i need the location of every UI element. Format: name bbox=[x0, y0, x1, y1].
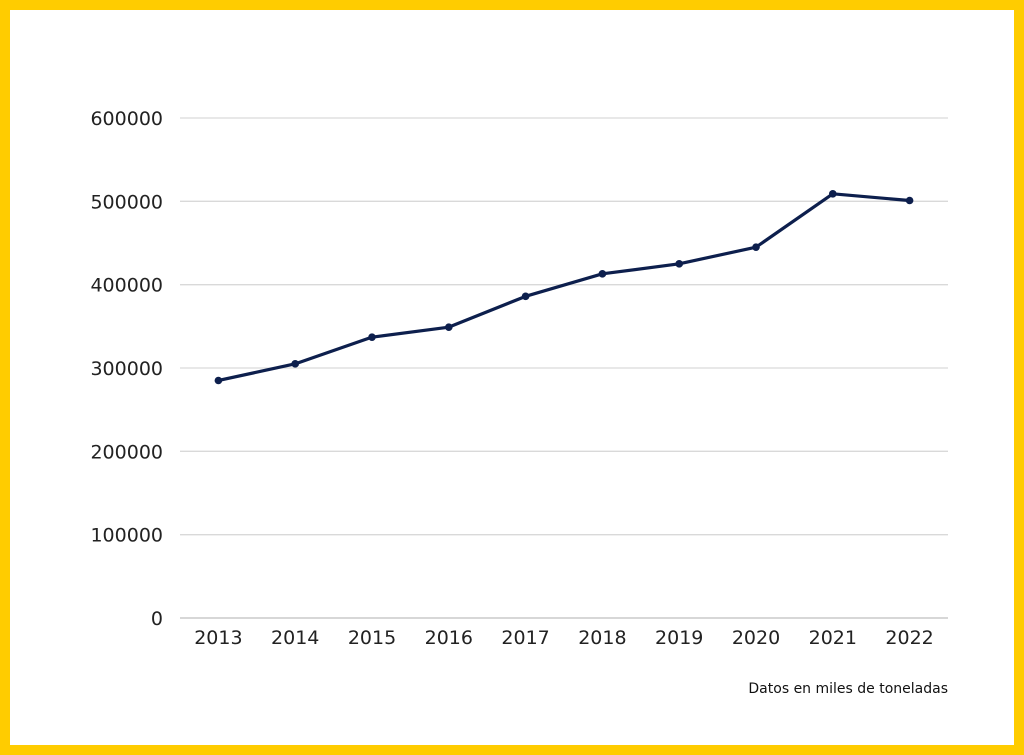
x-tick-label: 2020 bbox=[732, 627, 780, 649]
data-point bbox=[905, 196, 914, 205]
y-tick-label: 500000 bbox=[90, 191, 163, 213]
data-point bbox=[368, 333, 376, 341]
y-tick-label: 400000 bbox=[90, 275, 163, 297]
x-tick-label: 2017 bbox=[501, 627, 549, 649]
data-point bbox=[598, 270, 607, 278]
y-tick-label: 0 bbox=[151, 608, 163, 630]
data-point bbox=[521, 292, 530, 301]
data-point bbox=[445, 323, 453, 331]
x-tick-label: 2019 bbox=[655, 627, 703, 649]
data-point bbox=[752, 243, 760, 251]
y-tick-label: 300000 bbox=[90, 358, 163, 380]
data-point bbox=[291, 360, 300, 368]
chart-frame bbox=[10, 10, 1014, 745]
x-tick-label: 2018 bbox=[578, 627, 626, 649]
x-tick-label: 2015 bbox=[348, 627, 396, 649]
x-tick-label: 2014 bbox=[271, 627, 319, 649]
data-point bbox=[675, 260, 683, 268]
y-tick-label: 600000 bbox=[90, 108, 163, 130]
x-tick-label: 2013 bbox=[194, 627, 242, 649]
data-point bbox=[829, 190, 837, 198]
x-tick-label: 2022 bbox=[885, 627, 933, 649]
x-tick-label: 2016 bbox=[425, 627, 473, 649]
series-line bbox=[218, 192, 910, 383]
units-note: Datos en miles de toneladas bbox=[748, 681, 948, 697]
y-tick-label: 200000 bbox=[90, 441, 163, 463]
x-tick-label: 2021 bbox=[809, 627, 857, 649]
y-tick-label: 100000 bbox=[90, 525, 163, 547]
data-point bbox=[214, 376, 223, 385]
